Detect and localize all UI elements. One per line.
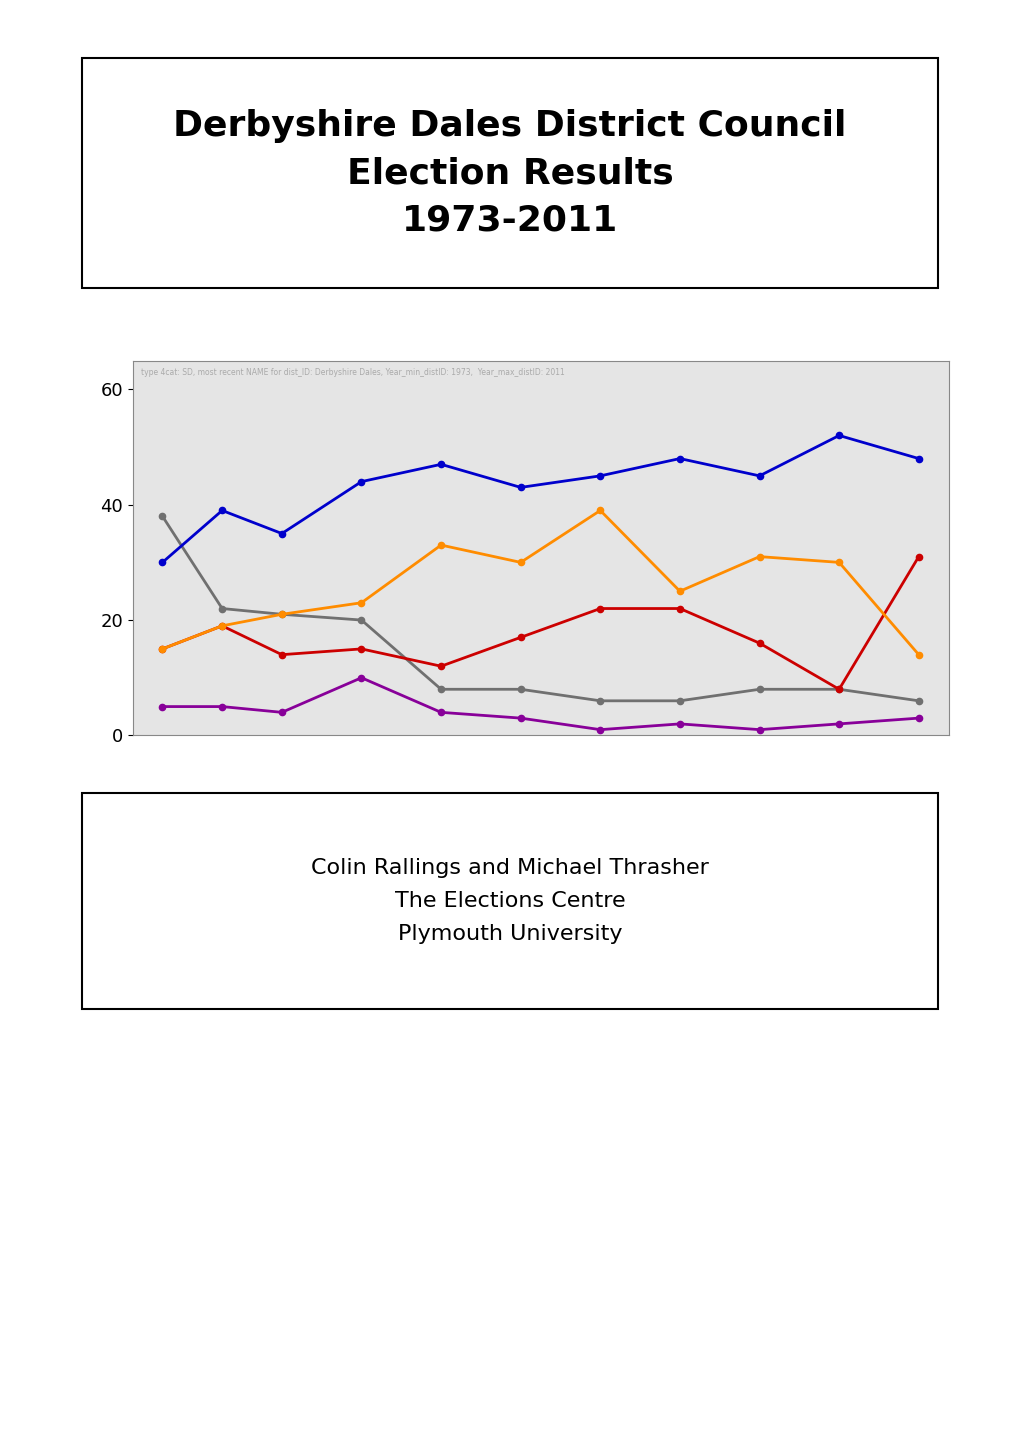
Text: type 4cat: SD, most recent NAME for dist_ID: Derbyshire Dales, Year_min_distID: : type 4cat: SD, most recent NAME for dist… [141, 368, 564, 376]
FancyBboxPatch shape [82, 58, 937, 288]
Text: Derbyshire Dales District Council
Election Results
1973-2011: Derbyshire Dales District Council Electi… [173, 108, 846, 238]
Text: Colin Rallings and Michael Thrasher
The Elections Centre
Plymouth University: Colin Rallings and Michael Thrasher The … [311, 858, 708, 945]
FancyBboxPatch shape [82, 793, 937, 1009]
